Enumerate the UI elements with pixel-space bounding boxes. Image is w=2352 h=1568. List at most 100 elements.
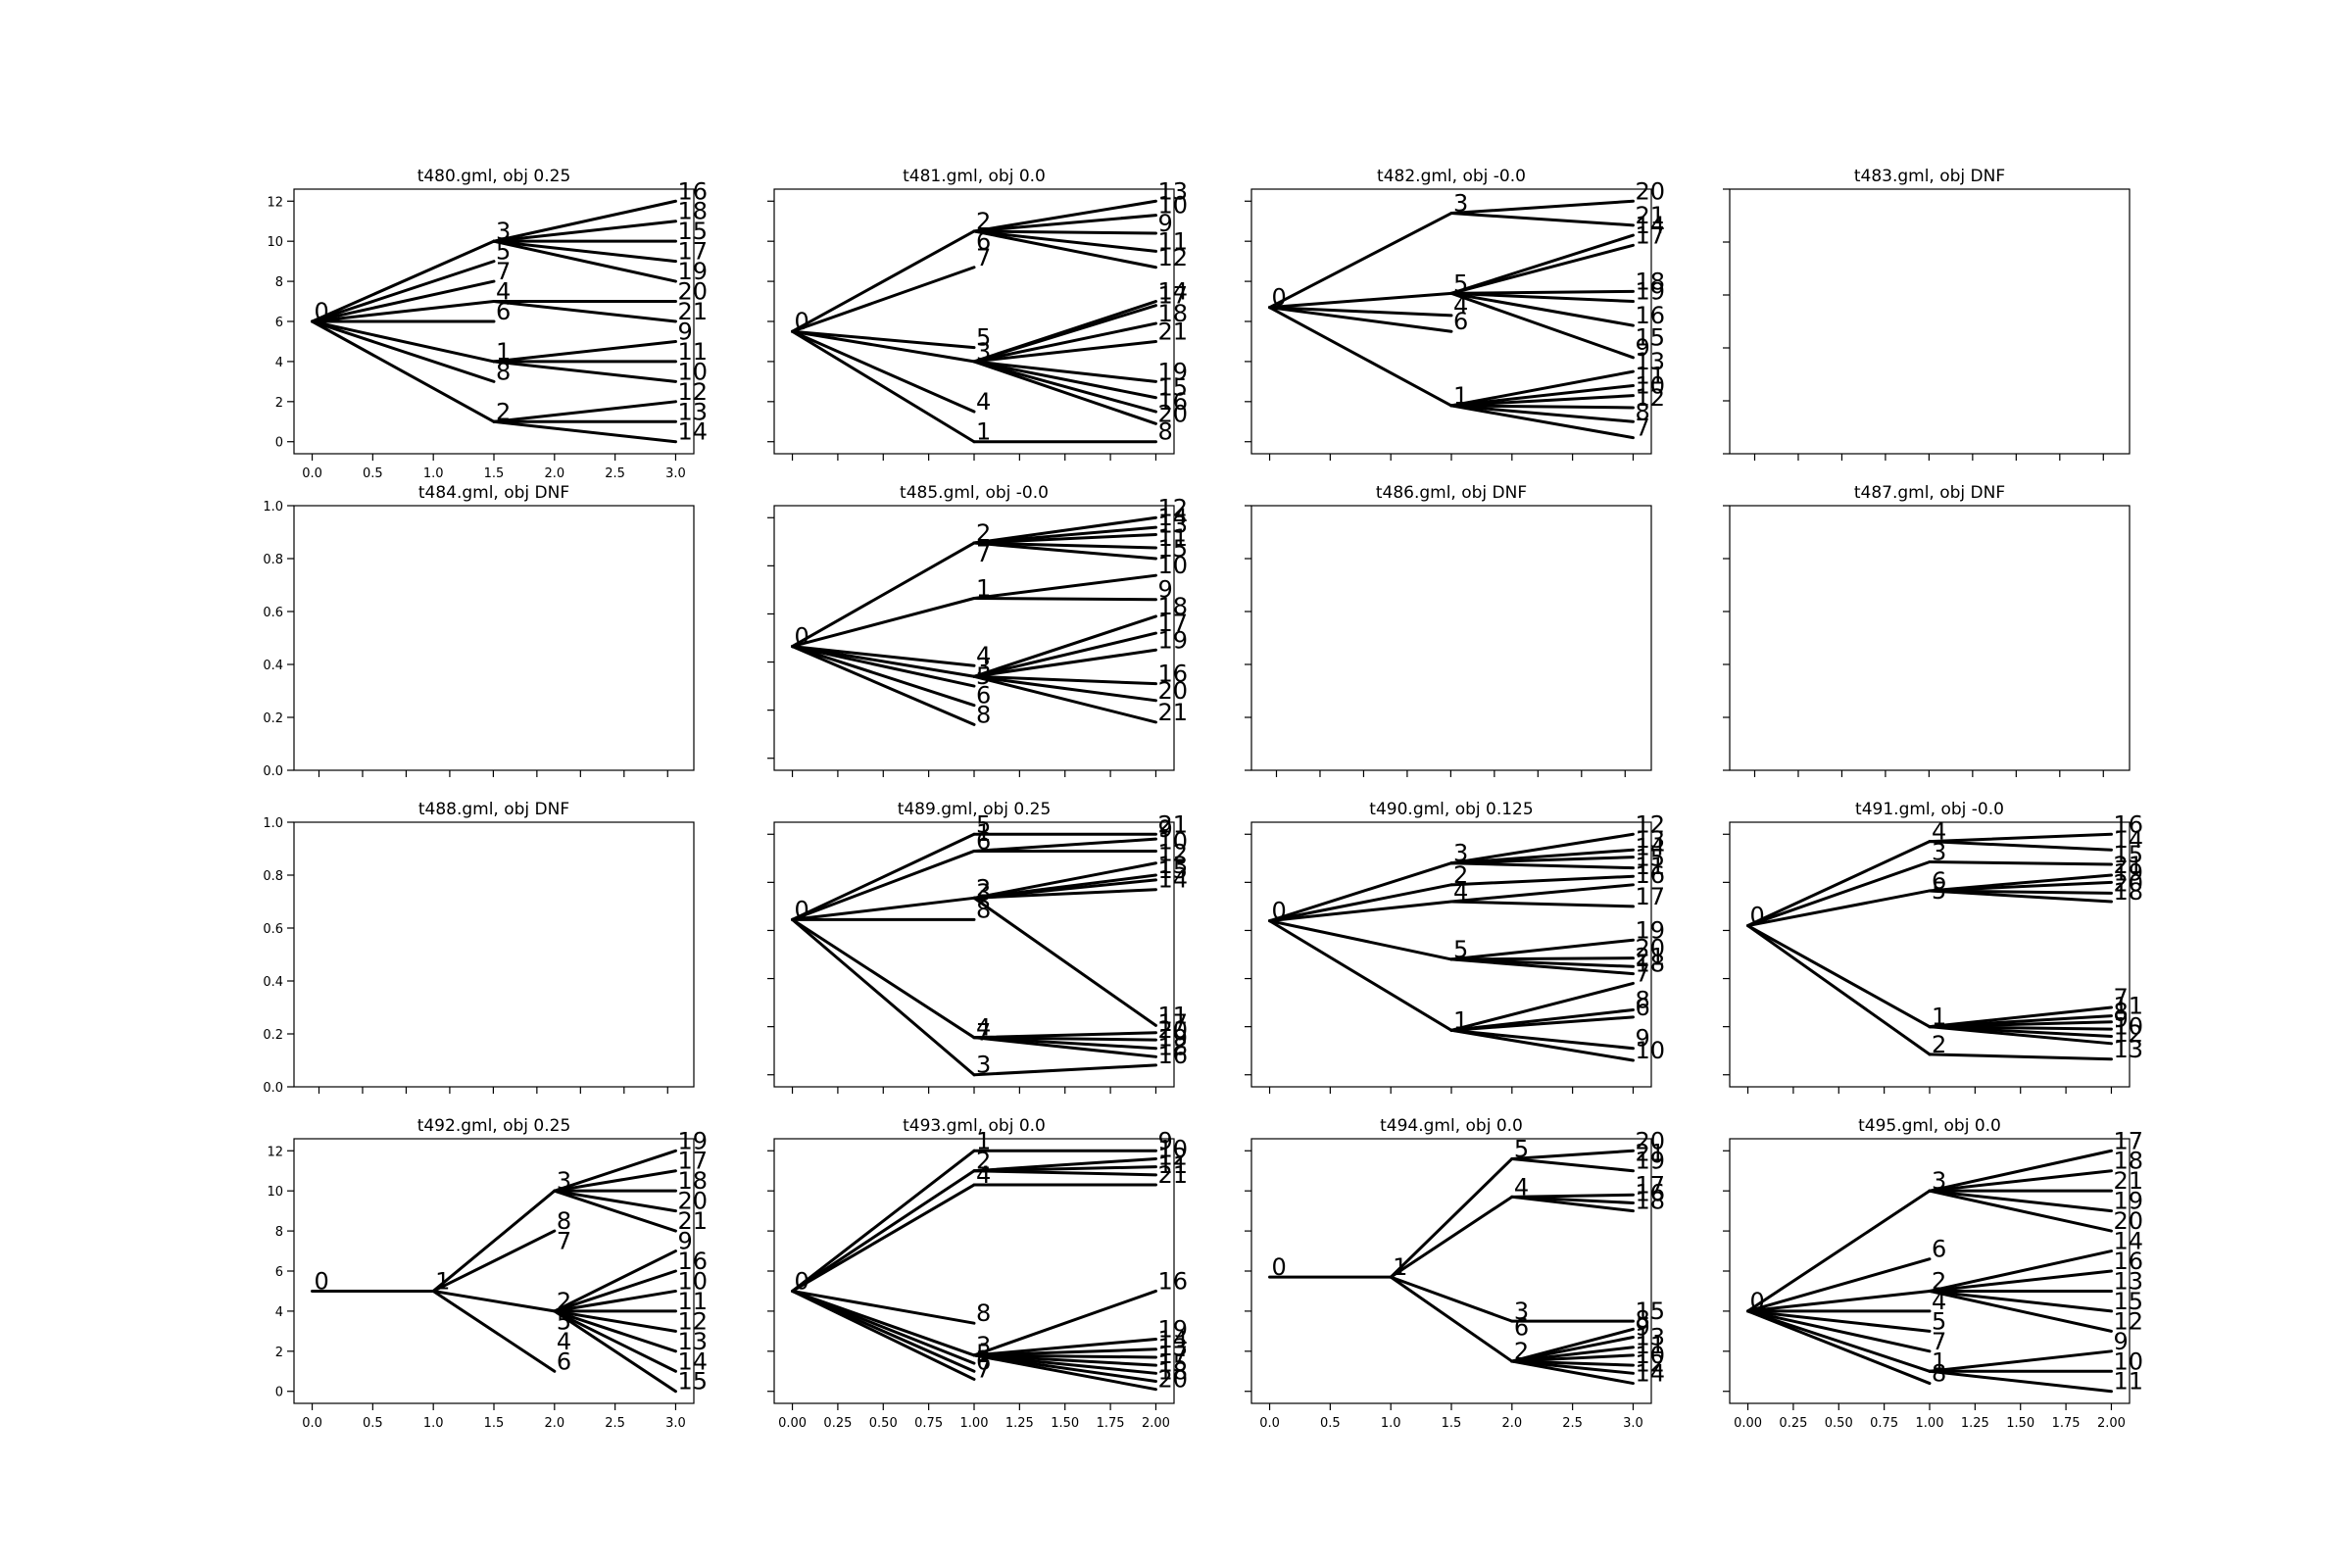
tree-edge <box>791 645 976 667</box>
node-label: 14 <box>1635 212 1665 239</box>
node-label: 21 <box>1157 699 1188 726</box>
y-tick-label: 0.8 <box>263 553 283 567</box>
tree-edge <box>1268 919 1453 961</box>
tree-edge <box>311 319 496 364</box>
tree-edge <box>1449 291 1635 360</box>
tree-edge <box>553 1309 677 1333</box>
node-label: 0 <box>1750 903 1765 930</box>
node-label: 4 <box>976 642 991 669</box>
node-label: 19 <box>677 258 708 285</box>
node-label: 3 <box>496 218 511 245</box>
y-tick-label: 8 <box>275 1225 283 1240</box>
y-tick-label: 0 <box>275 436 283 451</box>
node-label: 13 <box>1635 826 1665 854</box>
tree-edge <box>1510 1359 1635 1386</box>
tree-edge <box>972 199 1157 233</box>
tree-edge <box>1746 1309 1932 1373</box>
x-tick-label: 1.0 <box>1381 1416 1401 1431</box>
node-label: 2 <box>1932 1031 1946 1058</box>
node-label: 18 <box>1157 1358 1188 1386</box>
tree-edge <box>972 321 1157 364</box>
plot-frame <box>1250 505 1652 771</box>
tree-edge <box>972 1338 1157 1357</box>
node-label: 19 <box>2113 1188 2143 1215</box>
node-label: 21 <box>677 298 708 325</box>
plot-frame <box>293 505 695 771</box>
x-tick-label: 1.5 <box>484 466 505 481</box>
node-label: 17 <box>1635 883 1665 910</box>
subplot-title: t488.gml, obj DNF <box>418 800 569 819</box>
x-tick-label: 1.25 <box>1961 1416 1989 1431</box>
node-label: 2 <box>976 519 991 547</box>
tree-edge <box>1449 1015 1635 1032</box>
node-label: 13 <box>1635 348 1665 375</box>
node-label: 9 <box>1635 1314 1649 1342</box>
tree-edge <box>1268 291 1453 310</box>
node-label: 2 <box>976 874 991 902</box>
tree-edge <box>1449 856 1635 865</box>
subplot-title: t484.gml, obj DNF <box>418 483 569 503</box>
y-tick-label: 12 <box>267 1145 283 1159</box>
tree-edge <box>791 329 976 444</box>
tree-edge <box>553 1250 677 1313</box>
node-label: 8 <box>557 1207 571 1235</box>
x-tick-label: 1.5 <box>1442 1416 1462 1431</box>
node-label: 4 <box>976 1014 991 1042</box>
y-tick-label: 8 <box>275 275 283 290</box>
node-label: 12 <box>1157 1144 1188 1171</box>
node-label: 4 <box>1453 292 1468 319</box>
node-label: 11 <box>1157 227 1188 255</box>
node-label: 18 <box>677 1167 708 1195</box>
x-tick-label: 2.00 <box>1142 1416 1170 1431</box>
plot-frame <box>1729 505 2131 771</box>
node-label: 18 <box>1157 300 1188 327</box>
x-tick-label: 1.0 <box>423 1416 444 1431</box>
subplot-title: t494.gml, obj 0.0 <box>1380 1116 1523 1136</box>
y-tick-label: 10 <box>267 1185 283 1200</box>
x-tick-label: 3.0 <box>665 1416 686 1431</box>
tree-edge <box>791 541 976 649</box>
node-label: 19 <box>1157 1025 1188 1053</box>
node-label: 21 <box>1157 1161 1188 1189</box>
tree-edge <box>431 1229 557 1293</box>
node-label: 20 <box>1157 1016 1188 1044</box>
tree-edge <box>1449 394 1635 408</box>
tree-edge <box>972 1063 1157 1077</box>
tree-edge <box>431 1189 557 1293</box>
node-label: 15 <box>1157 857 1188 884</box>
x-tick-label: 0.0 <box>1259 1416 1280 1431</box>
tree-edge <box>1928 1289 2113 1333</box>
tree-edge <box>972 648 1157 678</box>
node-label: 9 <box>2113 1005 2128 1033</box>
node-label: 1 <box>976 1127 991 1154</box>
node-label: 19 <box>1157 358 1188 385</box>
node-label: 4 <box>496 278 511 306</box>
tree-edge <box>1928 889 2113 904</box>
tree-edge <box>972 229 1157 235</box>
node-label: 6 <box>976 227 991 255</box>
node-label: 10 <box>1157 552 1188 579</box>
node-label: 12 <box>1635 384 1665 412</box>
node-label: 16 <box>677 177 708 205</box>
tree-edge <box>1746 840 1932 928</box>
subplot-15: t495.gml, obj 0.0 0.00 0.25 0.50 0.75 1.00 1.2… <box>1723 1116 2143 1431</box>
tree-edge <box>972 674 1157 686</box>
node-label: 16 <box>2113 1248 2143 1275</box>
tree-edge <box>791 229 976 333</box>
tree-edge <box>1746 924 1932 1029</box>
subplot-14: t494.gml, obj 0.0 0.0 0.5 1.0 1.5 2.0 2.5 3.0 0 1… <box>1245 1116 1665 1431</box>
tree-edge <box>1449 1028 1635 1051</box>
node-label: 12 <box>2113 1307 2143 1335</box>
node-label: 11 <box>1635 362 1665 389</box>
y-tick-label: 0.4 <box>263 975 283 990</box>
node-label: 15 <box>1157 1349 1188 1377</box>
y-tick-label: 0.4 <box>263 659 283 673</box>
tree-edge <box>972 1169 1157 1177</box>
node-label: 15 <box>1635 1298 1665 1325</box>
x-tick-label: 0.75 <box>1870 1416 1898 1431</box>
node-label: 12 <box>1635 1349 1665 1377</box>
node-label: 14 <box>677 1348 708 1375</box>
tree-edge <box>1449 291 1635 327</box>
node-label: 18 <box>2113 878 2143 906</box>
